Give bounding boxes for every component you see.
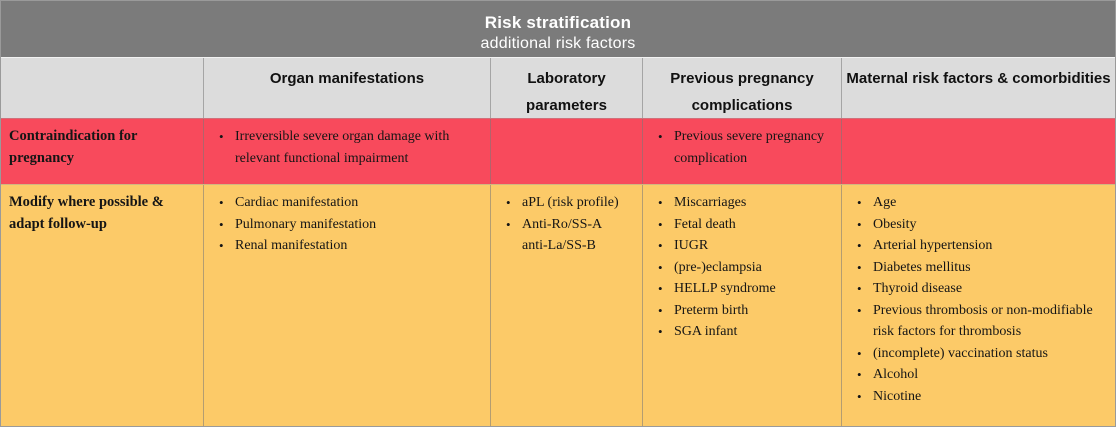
bullet-list-modify-pregnancy: MiscarriagesFetal deathIUGR(pre-)eclamps… [643,185,841,347]
bullet-item: Fetal death [655,214,835,236]
bullet-item: Preterm birth [655,300,835,322]
table-title-bar: Risk stratification additional risk fact… [1,1,1115,57]
bullet-list-modify-maternal: AgeObesityArterial hypertensionDiabetes … [842,185,1115,411]
cell-contraindication-organ: Irreversible severe organ damage with re… [204,119,491,184]
header-cell-previous-pregnancy: Previous pregnancy complications [643,58,842,118]
bullet-item: Thyroid disease [854,278,1109,300]
bullet-item: Pulmonary manifestation [216,214,484,236]
bullet-item: Diabetes mellitus [854,257,1109,279]
bullet-list-contraindication-maternal [842,119,1115,130]
bullet-list-contraindication-pregnancy: Previous severe pregnancy complication [643,119,841,173]
bullet-item: Previous thrombosis or non-modifiable ri… [854,300,1109,343]
cell-modify-laboratory: aPL (risk profile)Anti-Ro/SS-A anti-La/S… [491,185,643,426]
bullet-item: Previous severe pregnancy complication [655,126,835,169]
cell-modify-organ: Cardiac manifestationPulmonary manifesta… [204,185,491,426]
table-title-main: Risk stratification [484,13,632,32]
bullet-item: Obesity [854,214,1109,236]
bullet-item: SGA infant [655,321,835,343]
row-label-contraindication: Contraindication for pregnancy [1,119,204,184]
cell-contraindication-laboratory [491,119,643,184]
bullet-item: Renal manifestation [216,235,484,257]
bullet-item: (pre-)eclampsia [655,257,835,279]
bullet-item: Nicotine [854,386,1109,408]
bullet-item: Arterial hypertension [854,235,1109,257]
bullet-item: Age [854,192,1109,214]
table-row-contraindication: Contraindication for pregnancy Irreversi… [1,118,1115,184]
bullet-list-contraindication-organ: Irreversible severe organ damage with re… [204,119,490,173]
bullet-item: Cardiac manifestation [216,192,484,214]
header-cell-empty [1,58,204,118]
table-title-sub: additional risk factors [480,35,636,52]
bullet-item: aPL (risk profile) [503,192,636,214]
table-row-modify: Modify where possible & adapt follow-up … [1,184,1115,426]
header-cell-laboratory-parameters: Laboratory parameters [491,58,643,118]
bullet-item: Alcohol [854,364,1109,386]
cell-contraindication-maternal [842,119,1115,184]
bullet-list-contraindication-laboratory [491,119,642,130]
bullet-item: IUGR [655,235,835,257]
header-row: Organ manifestations Laboratory paramete… [1,57,1115,118]
bullet-list-modify-laboratory: aPL (risk profile)Anti-Ro/SS-A anti-La/S… [491,185,642,261]
header-cell-organ-manifestations: Organ manifestations [204,58,491,118]
header-cell-maternal-risk-factors: Maternal risk factors & comorbidities [846,70,1111,87]
cell-modify-maternal: AgeObesityArterial hypertensionDiabetes … [842,185,1115,426]
cell-modify-pregnancy: MiscarriagesFetal deathIUGR(pre-)eclamps… [643,185,842,426]
bullet-item: (incomplete) vaccination status [854,343,1109,365]
bullet-list-modify-organ: Cardiac manifestationPulmonary manifesta… [204,185,490,261]
bullet-item: Anti-Ro/SS-A anti-La/SS-B [503,214,636,257]
bullet-item: HELLP syndrome [655,278,835,300]
row-label-modify: Modify where possible & adapt follow-up [1,185,204,426]
bullet-item: Irreversible severe organ damage with re… [216,126,484,169]
bullet-item: Miscarriages [655,192,835,214]
cell-contraindication-pregnancy: Previous severe pregnancy complication [643,119,842,184]
